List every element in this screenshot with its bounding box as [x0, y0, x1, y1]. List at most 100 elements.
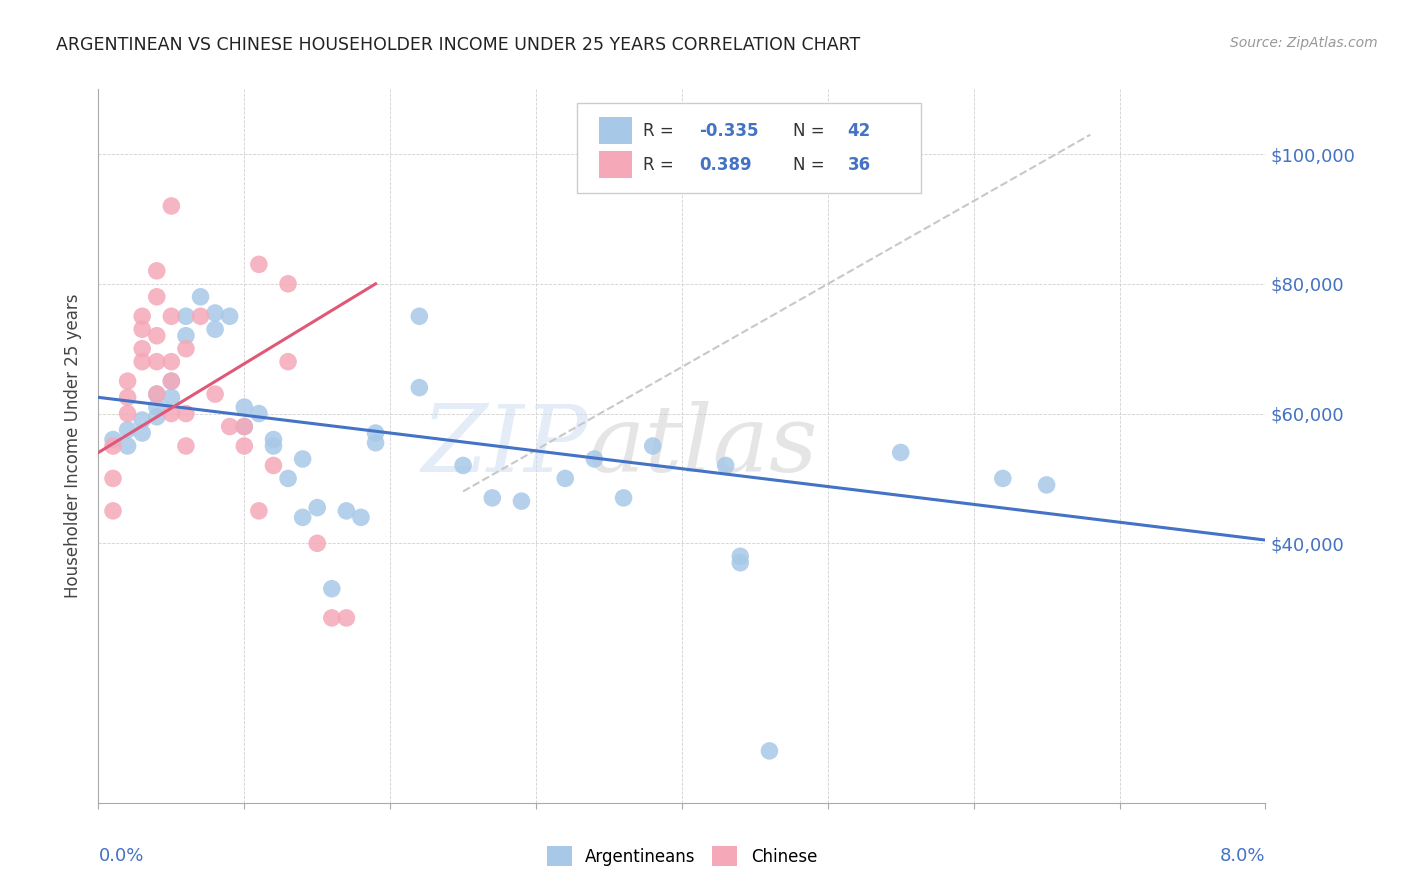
- Point: [146, 290, 169, 304]
- Point: [146, 400, 169, 414]
- Point: [204, 306, 226, 320]
- Point: [510, 494, 533, 508]
- Point: [247, 407, 270, 421]
- Point: [247, 257, 270, 271]
- Text: 36: 36: [848, 156, 870, 174]
- Point: [160, 354, 183, 368]
- Point: [117, 423, 139, 437]
- Point: [1035, 478, 1057, 492]
- Point: [160, 407, 183, 421]
- Point: [160, 199, 183, 213]
- Point: [101, 504, 124, 518]
- Point: [714, 458, 737, 473]
- Point: [277, 277, 299, 291]
- Point: [131, 342, 153, 356]
- Point: [101, 471, 124, 485]
- Point: [890, 445, 912, 459]
- Point: [554, 471, 576, 485]
- Text: N =: N =: [793, 121, 824, 139]
- Text: atlas: atlas: [589, 401, 818, 491]
- Point: [218, 419, 240, 434]
- Point: [146, 264, 169, 278]
- Point: [321, 582, 343, 596]
- Point: [101, 433, 124, 447]
- Text: ZIP: ZIP: [422, 401, 589, 491]
- Point: [262, 458, 284, 473]
- Point: [146, 387, 169, 401]
- Text: 42: 42: [848, 121, 870, 139]
- Point: [117, 407, 139, 421]
- Point: [160, 310, 183, 324]
- Point: [204, 322, 226, 336]
- Point: [291, 452, 314, 467]
- Point: [160, 374, 183, 388]
- Point: [190, 290, 212, 304]
- Point: [131, 413, 153, 427]
- Point: [991, 471, 1014, 485]
- Point: [146, 328, 169, 343]
- Legend: Argentineans, Chinese: Argentineans, Chinese: [540, 839, 824, 873]
- Point: [364, 425, 387, 440]
- Text: Source: ZipAtlas.com: Source: ZipAtlas.com: [1230, 36, 1378, 50]
- Point: [131, 354, 153, 368]
- Point: [641, 439, 664, 453]
- Point: [131, 322, 153, 336]
- Point: [117, 390, 139, 404]
- Point: [146, 354, 169, 368]
- Point: [758, 744, 780, 758]
- Point: [131, 425, 153, 440]
- Point: [451, 458, 474, 473]
- Point: [117, 374, 139, 388]
- FancyBboxPatch shape: [599, 152, 631, 178]
- Point: [408, 310, 430, 324]
- Point: [218, 310, 240, 324]
- Point: [307, 536, 329, 550]
- Point: [131, 310, 153, 324]
- Text: -0.335: -0.335: [699, 121, 759, 139]
- Point: [291, 510, 314, 524]
- Point: [146, 409, 169, 424]
- Point: [730, 549, 752, 564]
- Point: [160, 390, 183, 404]
- Point: [321, 611, 343, 625]
- Point: [174, 310, 197, 324]
- Point: [247, 504, 270, 518]
- Point: [335, 504, 357, 518]
- Point: [277, 354, 299, 368]
- Text: 0.389: 0.389: [699, 156, 752, 174]
- Point: [160, 374, 183, 388]
- Point: [262, 439, 284, 453]
- FancyBboxPatch shape: [576, 103, 921, 193]
- Point: [174, 439, 197, 453]
- Point: [408, 381, 430, 395]
- Point: [262, 433, 284, 447]
- Text: ARGENTINEAN VS CHINESE HOUSEHOLDER INCOME UNDER 25 YEARS CORRELATION CHART: ARGENTINEAN VS CHINESE HOUSEHOLDER INCOM…: [56, 36, 860, 54]
- Text: 0.0%: 0.0%: [98, 847, 143, 865]
- Point: [174, 342, 197, 356]
- Y-axis label: Householder Income Under 25 years: Householder Income Under 25 years: [65, 293, 83, 599]
- Text: N =: N =: [793, 156, 824, 174]
- Point: [174, 407, 197, 421]
- Point: [117, 439, 139, 453]
- Text: 8.0%: 8.0%: [1220, 847, 1265, 865]
- Point: [335, 611, 357, 625]
- Point: [612, 491, 634, 505]
- Point: [350, 510, 373, 524]
- Point: [233, 419, 256, 434]
- Point: [190, 310, 212, 324]
- Point: [233, 439, 256, 453]
- FancyBboxPatch shape: [599, 117, 631, 145]
- Point: [277, 471, 299, 485]
- Point: [146, 387, 169, 401]
- Point: [481, 491, 503, 505]
- Point: [204, 387, 226, 401]
- Text: R =: R =: [644, 156, 673, 174]
- Point: [730, 556, 752, 570]
- Point: [174, 328, 197, 343]
- Point: [101, 439, 124, 453]
- Point: [307, 500, 329, 515]
- Point: [233, 400, 256, 414]
- Point: [364, 435, 387, 450]
- Text: R =: R =: [644, 121, 673, 139]
- Point: [233, 419, 256, 434]
